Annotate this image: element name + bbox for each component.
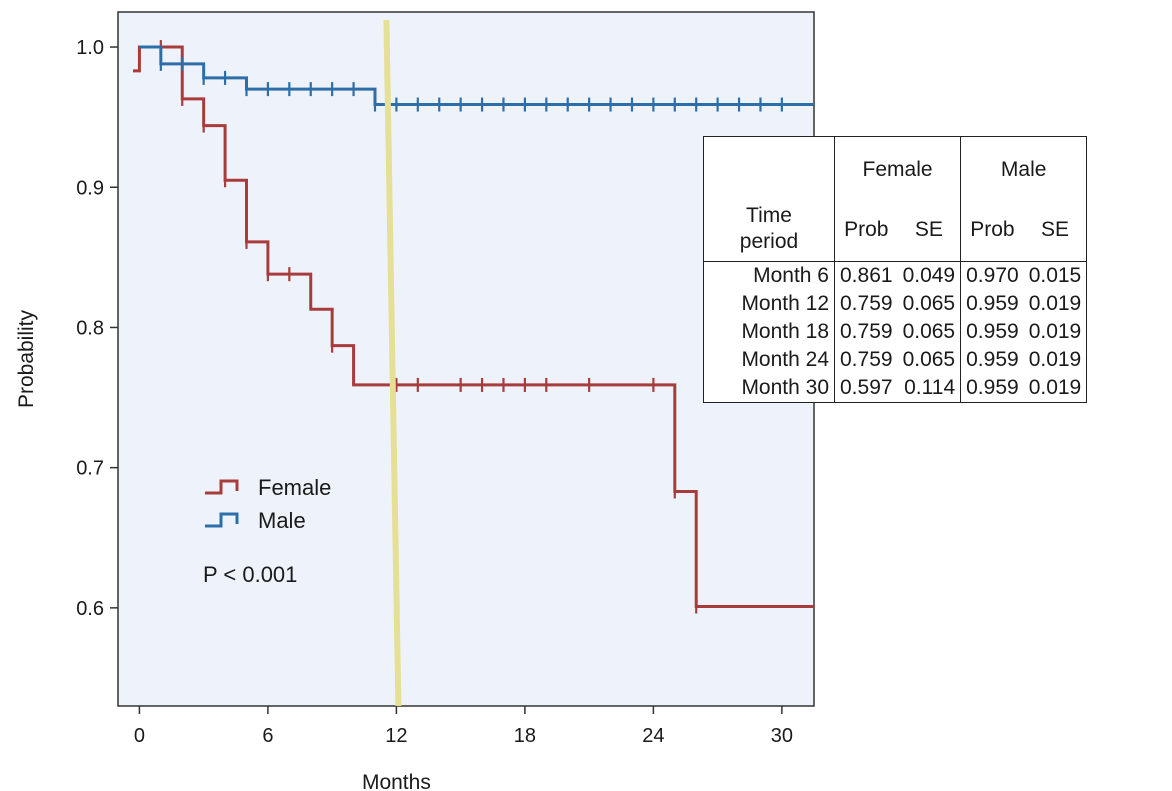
row-label: Month 12 — [741, 292, 829, 315]
y-tick-label: 0.9 — [76, 177, 104, 199]
male-se-cell: 0.019 — [1028, 292, 1082, 315]
female-legend-label: Female — [258, 475, 331, 500]
female-prob-cell: 0.759 — [833, 346, 898, 374]
female-prob-cell: 0.759 — [833, 318, 898, 346]
time-period-header-line1: Time — [746, 204, 792, 227]
female-se-cell: 0.065 — [902, 320, 956, 343]
plot-area — [117, 11, 815, 707]
time-period-header-line2: period — [739, 230, 799, 253]
male-group-header: Male — [960, 136, 1087, 199]
row-label: Month 24 — [741, 348, 829, 371]
male-prob-cell: 0.970 — [960, 261, 1024, 290]
x-tick-label: 30 — [771, 725, 793, 747]
male-se-header: SE — [1040, 218, 1069, 241]
female-prob-cell: 0.597 — [833, 374, 898, 403]
x-tick-label: 24 — [642, 725, 664, 747]
male-se-cell: 0.015 — [1023, 261, 1087, 290]
survival-table: Time period Female Male Prob SE Prob SE … — [703, 136, 1088, 403]
y-tick-label: 0.6 — [76, 598, 104, 620]
x-tick-label: 0 — [134, 725, 145, 747]
p-value-annotation: P < 0.001 — [203, 562, 297, 587]
row-label: Month 6 — [703, 261, 835, 290]
female-group-header: Female — [833, 136, 961, 199]
row-label: Month 30 — [741, 376, 829, 399]
female-prob-cell: 0.861 — [833, 261, 898, 290]
male-se-cell: 0.019 — [1028, 376, 1082, 399]
x-axis-title: Months — [362, 771, 431, 791]
male-prob-cell: 0.959 — [960, 346, 1024, 374]
male-prob-header: Prob — [960, 199, 1024, 262]
female-se-cell: 0.049 — [897, 261, 961, 290]
table-row: Month 12 0.759 0.065 0.959 0.019 — [704, 290, 1087, 318]
male-legend-swatch — [205, 512, 239, 528]
row-label: Month 18 — [741, 320, 829, 343]
male-legend-label: Male — [258, 508, 306, 533]
female-se-header: SE — [914, 218, 943, 241]
x-tick-label: 6 — [262, 725, 273, 747]
table-row: Month 24 0.759 0.065 0.959 0.019 — [704, 346, 1087, 374]
female-se-cell: 0.065 — [902, 348, 956, 371]
male-prob-cell: 0.959 — [960, 374, 1024, 403]
male-se-cell: 0.019 — [1028, 320, 1082, 343]
table-group-header-row: Time period Female Male — [704, 136, 1087, 253]
table-sub-header-row: Prob SE Prob SE — [704, 199, 1087, 262]
table-row: Month 18 0.759 0.065 0.959 0.019 — [704, 318, 1087, 346]
y-tick-label: 1.0 — [76, 37, 104, 59]
x-tick-label: 12 — [385, 725, 407, 747]
time-period-header: Time period — [704, 137, 835, 262]
y-axis-title: Probability — [15, 309, 38, 408]
male-se-cell: 0.019 — [1028, 348, 1082, 371]
month-12-reference-line — [383, 19, 402, 707]
female-legend-swatch — [205, 479, 239, 495]
table-row: Month 30 0.597 0.114 0.959 0.019 — [704, 374, 1087, 403]
female-se-cell: 0.065 — [902, 292, 956, 315]
survival-table-grid: Time period Female Male Prob SE Prob SE … — [703, 136, 1088, 403]
female-se-cell: 0.114 — [904, 376, 956, 399]
male-prob-cell: 0.959 — [960, 318, 1024, 346]
y-tick-label: 0.7 — [76, 458, 104, 480]
female-prob-header: Prob — [833, 199, 898, 262]
x-tick-label: 18 — [514, 725, 536, 747]
female-prob-cell: 0.759 — [833, 290, 898, 318]
female-survival-line — [132, 45, 814, 608]
table-row: Month 6 0.861 0.049 0.970 0.015 — [703, 261, 1087, 290]
male-prob-cell: 0.959 — [960, 290, 1024, 318]
y-tick-label: 0.8 — [76, 317, 104, 339]
